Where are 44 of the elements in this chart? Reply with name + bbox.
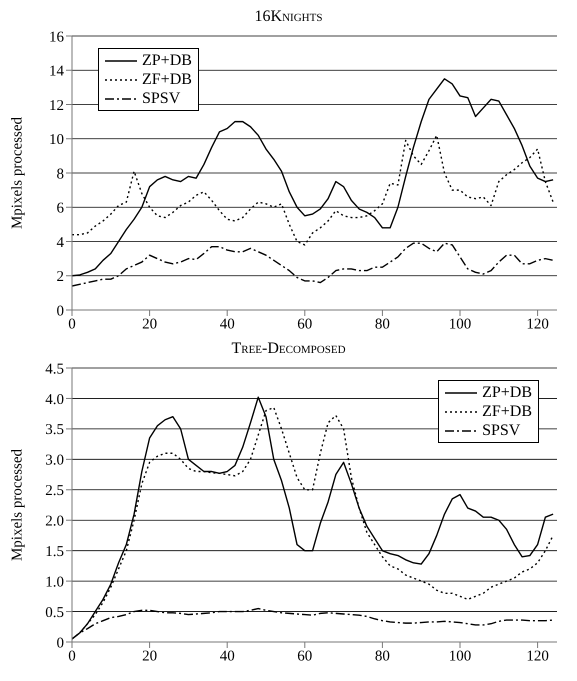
legend-label: ZP+DB xyxy=(482,383,532,402)
x-tick-label: 60 xyxy=(297,648,312,665)
legend-label: SPSV xyxy=(142,89,180,108)
y-tick-label: 4.0 xyxy=(45,392,64,408)
y-tick-label: 0 xyxy=(56,635,64,652)
x-tick-label: 40 xyxy=(220,648,235,665)
x-tick-label: 120 xyxy=(526,648,549,665)
x-tick-label: 40 xyxy=(220,316,235,333)
y-tick-label: 4.5 xyxy=(45,361,64,378)
y-tick-label: 2 xyxy=(56,269,64,286)
x-tick-label: 60 xyxy=(297,316,312,333)
y-tick-label: 4 xyxy=(56,234,64,251)
y-tick-label: 8 xyxy=(56,166,64,182)
y-tick-label: 1.5 xyxy=(45,544,64,560)
y-tick-label: 14 xyxy=(49,64,64,80)
legend-label: ZF+DB xyxy=(142,70,192,89)
chart-title: Tree-Decomposed xyxy=(230,340,347,359)
x-tick-label: 0 xyxy=(68,648,76,665)
legend-label: ZF+DB xyxy=(482,402,532,421)
y-tick-label: 6 xyxy=(56,200,64,217)
y-tick-label: 3.5 xyxy=(45,422,64,438)
y-tick-label: 12 xyxy=(49,98,64,114)
y-axis-title: Mpixels processed xyxy=(9,116,26,230)
x-tick-label: 20 xyxy=(142,316,158,333)
line-series xyxy=(72,242,554,287)
x-tick-label: 0 xyxy=(68,316,76,333)
y-tick-label: 1.0 xyxy=(45,574,64,590)
chart-title: 16Knights xyxy=(254,8,324,27)
y-tick-label: 0.5 xyxy=(45,604,64,621)
y-axis-title: Mpixels processed xyxy=(9,448,26,562)
x-tick-label: 80 xyxy=(374,648,390,665)
legend-label: SPSV xyxy=(482,421,520,440)
x-tick-label: 120 xyxy=(526,316,549,333)
y-tick-label: 10 xyxy=(49,132,64,148)
y-tick-label: 16 xyxy=(49,29,64,46)
y-tick-label: 0 xyxy=(56,303,64,320)
x-tick-label: 100 xyxy=(448,316,472,333)
x-tick-label: 20 xyxy=(142,648,158,665)
y-tick-label: 3.0 xyxy=(45,452,64,469)
x-tick-label: 100 xyxy=(448,648,472,665)
y-tick-label: 2.0 xyxy=(45,514,64,530)
y-tick-label: 2.5 xyxy=(45,483,64,500)
legend-label: ZP+DB xyxy=(142,51,192,70)
x-tick-label: 80 xyxy=(374,316,390,333)
